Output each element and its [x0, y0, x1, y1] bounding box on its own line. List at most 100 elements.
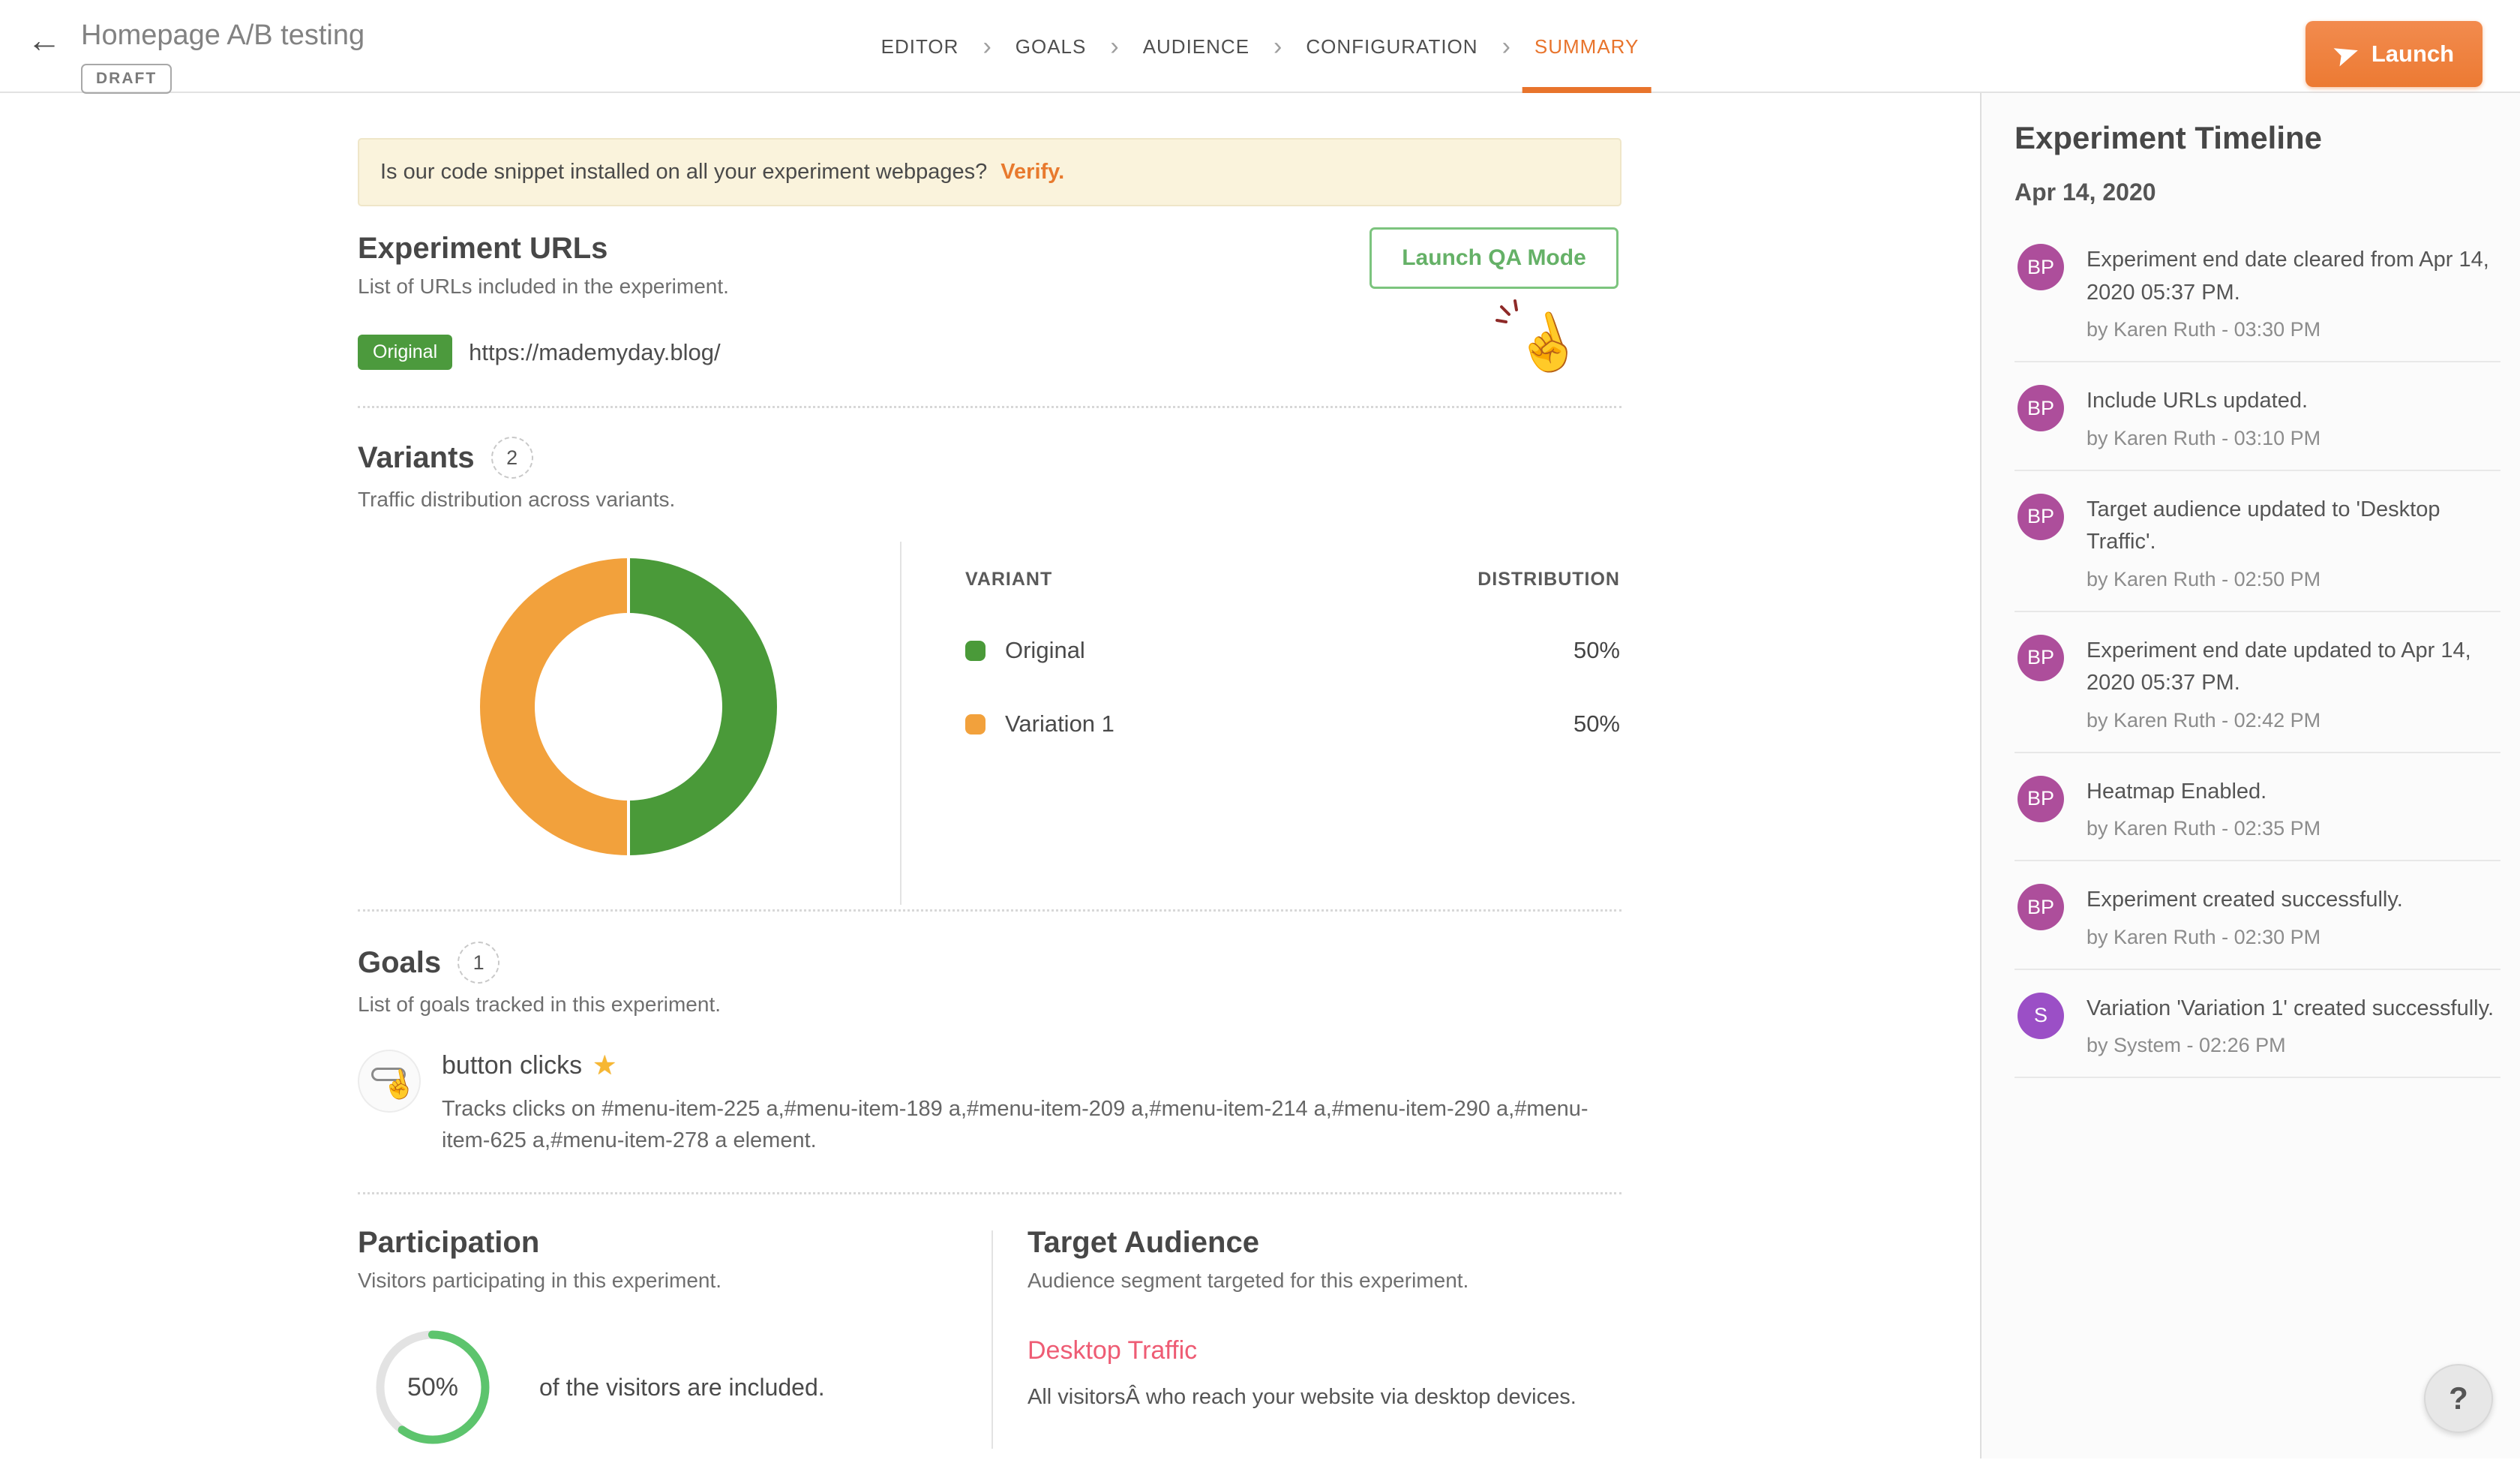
experiment-urls-subtitle: List of URLs included in the experiment.: [358, 275, 729, 298]
variants-subtitle: Traffic distribution across variants.: [358, 488, 676, 511]
divider: [2014, 1077, 2500, 1078]
avatar: BP: [2018, 634, 2064, 681]
original-swatch: [965, 640, 986, 661]
participation-gauge: 50%: [371, 1326, 494, 1449]
original-badge: Original: [358, 335, 453, 370]
status-badge: DRAFT: [81, 64, 172, 94]
star-icon: ★: [592, 1050, 617, 1080]
launch-button-label: Launch: [2371, 41, 2455, 67]
goals-subtitle: List of goals tracked in this experiment…: [358, 993, 722, 1016]
timeline-meta: by Karen Ruth - 02:30 PM: [2086, 925, 2321, 948]
divider: [2014, 968, 2500, 970]
variants-title: Variants: [358, 440, 475, 474]
app-header: ← Homepage A/B testing DRAFT EDITOR › GO…: [0, 0, 2520, 94]
variant-col-header: VARIANT: [965, 569, 1053, 590]
breadcrumb: EDITOR › GOALS › AUDIENCE › CONFIGURATIO…: [877, 0, 1652, 93]
timeline-text: Include URLs updated.: [2086, 389, 2308, 413]
verify-link[interactable]: Verify.: [1000, 160, 1065, 184]
paper-plane-icon: [2333, 48, 2358, 67]
variant-distribution: 50%: [1573, 637, 1620, 663]
participation-note: of the visitors are included.: [539, 1373, 825, 1401]
timeline-sidebar: Experiment Timeline Apr 14, 2020 BP Expe…: [1980, 93, 2520, 1458]
timeline-item: BP Experiment end date cleared from Apr …: [2014, 221, 2500, 361]
banner-text: Is our code snippet installed on all you…: [380, 160, 988, 184]
timeline-date: Apr 14, 2020: [2014, 179, 2156, 206]
goal-item: ☝ button clicks ★ Tracks clicks on #menu…: [358, 1050, 1622, 1156]
distribution-col-header: DISTRIBUTION: [1478, 569, 1620, 590]
chevron-right-icon: ›: [982, 32, 992, 61]
help-button[interactable]: ?: [2424, 1364, 2493, 1433]
participation-section: Participation Visitors participating in …: [358, 1226, 992, 1449]
tab-configuration[interactable]: CONFIGURATION: [1306, 35, 1478, 58]
timeline-text: Experiment end date cleared from Apr 14,…: [2086, 248, 2489, 305]
variants-count-badge: 2: [490, 437, 533, 479]
timeline-item: BP Heatmap Enabled. by Karen Ruth - 02:3…: [2014, 753, 2500, 861]
goal-description: Tracks clicks on #menu-item-225 a,#menu-…: [442, 1097, 1588, 1153]
timeline-item: BP Experiment end date updated to Apr 14…: [2014, 612, 2500, 752]
audience-segment-link[interactable]: Desktop Traffic: [1028, 1336, 1198, 1365]
timeline-meta: by Karen Ruth - 02:35 PM: [2086, 817, 2321, 840]
experiment-url: https://mademyday.blog/: [469, 338, 721, 365]
avatar: S: [2018, 992, 2064, 1039]
traffic-donut-chart: [480, 558, 777, 855]
divider: [358, 1192, 1622, 1195]
variant-distribution: 50%: [1573, 710, 1620, 737]
timeline-text: Heatmap Enabled.: [2086, 779, 2267, 804]
divider: [992, 1230, 993, 1449]
divider: [358, 909, 1622, 912]
main-content: Is our code snippet installed on all you…: [0, 93, 1980, 1458]
timeline-meta: by Karen Ruth - 03:30 PM: [2086, 318, 2321, 341]
goals-title: Goals: [358, 945, 442, 979]
tab-summary[interactable]: SUMMARY: [1522, 0, 1652, 93]
divider: [2014, 751, 2500, 753]
participation-subtitle: Visitors participating in this experimen…: [358, 1269, 722, 1293]
timeline-meta: by System - 02:26 PM: [2086, 1034, 2286, 1056]
divider: [2014, 610, 2500, 612]
timeline-item: S Variation 'Variation 1' created succes…: [2014, 970, 2500, 1077]
timeline-item: BP Experiment created successfully. by K…: [2014, 861, 2500, 969]
divider: [2014, 860, 2500, 861]
experiment-urls-section: Experiment URLs List of URLs included in…: [358, 227, 1622, 408]
divider: [900, 542, 902, 905]
timeline-text: Variation 'Variation 1' created successf…: [2086, 996, 2494, 1020]
goals-section: Goals 1 List of goals tracked in this ex…: [358, 942, 1622, 1195]
timeline-title: Experiment Timeline: [2014, 120, 2323, 155]
chevron-right-icon: ›: [1502, 32, 1510, 61]
avatar: BP: [2018, 244, 2064, 290]
timeline-item: BP Target audience updated to 'Desktop T…: [2014, 471, 2500, 611]
variant-name: Original: [1005, 637, 1085, 663]
audience-segment-description: All visitorsÂ who reach your website via…: [1028, 1385, 1576, 1410]
variants-section: Variants 2 Traffic distribution across v…: [358, 437, 1622, 912]
variation1-swatch: [965, 713, 986, 735]
table-row: Original 50%: [965, 637, 1620, 664]
timeline-text: Experiment created successfully.: [2086, 888, 2403, 912]
back-arrow-icon[interactable]: ←: [27, 20, 62, 59]
launch-qa-mode-button[interactable]: Launch QA Mode: [1370, 227, 1618, 289]
avatar: BP: [2018, 385, 2064, 431]
timeline-meta: by Karen Ruth - 02:42 PM: [2086, 708, 2321, 732]
target-audience-subtitle: Audience segment targeted for this exper…: [1028, 1269, 1469, 1293]
tab-audience[interactable]: AUDIENCE: [1142, 35, 1250, 58]
timeline-item: BP Include URLs updated. by Karen Ruth -…: [2014, 362, 2500, 470]
table-row: Variation 1 50%: [965, 710, 1620, 738]
timeline-list: BP Experiment end date cleared from Apr …: [2014, 221, 2500, 1078]
page-title: Homepage A/B testing: [81, 20, 365, 51]
snippet-banner: Is our code snippet installed on all you…: [358, 138, 1622, 206]
target-audience-section: Target Audience Audience segment targete…: [993, 1226, 1622, 1449]
variant-table: VARIANT DISTRIBUTION Original 50%: [965, 542, 1620, 905]
chevron-right-icon: ›: [1274, 32, 1282, 61]
tab-editor[interactable]: EDITOR: [880, 35, 959, 58]
tab-goals[interactable]: GOALS: [1015, 35, 1087, 58]
url-row: Original https://mademyday.blog/: [358, 335, 1622, 370]
goal-name: button clicks: [442, 1050, 583, 1080]
participation-percent: 50%: [406, 1372, 459, 1401]
divider: [358, 406, 1622, 408]
launch-button[interactable]: Launch: [2306, 21, 2482, 87]
experiment-urls-title: Experiment URLs: [358, 232, 608, 265]
avatar: BP: [2018, 493, 2064, 540]
divider: [2014, 469, 2500, 471]
avatar: BP: [2018, 775, 2064, 822]
button-click-icon: ☝: [358, 1050, 421, 1113]
timeline-meta: by Karen Ruth - 02:50 PM: [2086, 567, 2321, 590]
goals-count-badge: 1: [458, 942, 500, 984]
